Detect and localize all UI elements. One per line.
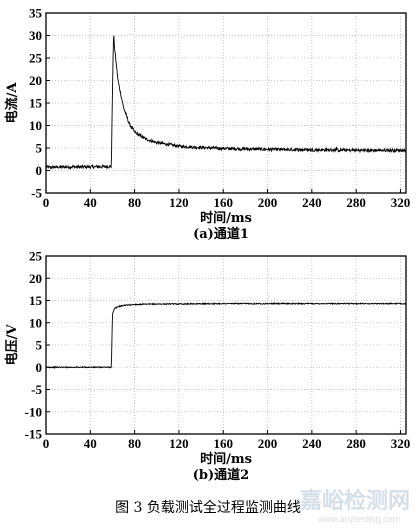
y-tick-label: 10 xyxy=(29,315,42,330)
x-tick-label: 40 xyxy=(84,195,97,210)
y-tick-label: 0 xyxy=(36,360,43,375)
y-tick-label: 15 xyxy=(29,293,43,308)
x-axis-label: 时间/ms xyxy=(200,210,252,226)
x-tick-label: 160 xyxy=(213,195,233,210)
x-tick-label: 320 xyxy=(391,195,411,210)
chart-current: 0 40 80 120 160 200 240 280 320-505101520253035时… xyxy=(4,6,410,243)
x-tick-label: 160 xyxy=(213,436,233,451)
x-tick-label: 200 xyxy=(258,195,278,210)
y-tick-label: -15 xyxy=(25,427,43,442)
y-tick-label: -5 xyxy=(31,382,42,397)
y-tick-label: 25 xyxy=(29,51,43,66)
y-tick-label: 20 xyxy=(29,73,42,88)
subplot-title: (a)通道1 xyxy=(193,226,249,242)
x-tick-label: 80 xyxy=(128,195,141,210)
chart-voltage: 0 40 80 120 160 200 240 280 320 -15 -10 -5 0 5 10 15 20 2… xyxy=(4,249,410,484)
series-line xyxy=(45,35,407,170)
x-tick-label: 0 xyxy=(43,436,50,451)
y-tick-label: 10 xyxy=(29,118,42,133)
x-tick-label: 280 xyxy=(346,195,366,210)
x-tick-label: 320 xyxy=(391,436,411,451)
x-tick-label: 40 xyxy=(84,436,97,451)
y-tick-label: 15 xyxy=(29,96,43,111)
x-tick-label: 80 xyxy=(128,436,141,451)
y-axis-label: 电流/A xyxy=(4,82,20,124)
y-tick-label: -5 xyxy=(31,186,42,201)
x-tick-label: 280 xyxy=(346,436,366,451)
y-tick-label: 5 xyxy=(36,338,43,353)
y-tick-label: 30 xyxy=(29,28,42,43)
x-tick-label: 120 xyxy=(169,195,189,210)
y-tick-label: -10 xyxy=(25,404,42,419)
subplot-title: (b)通道2 xyxy=(193,467,249,483)
y-tick-label: 25 xyxy=(29,249,43,264)
y-tick-label: 0 xyxy=(36,163,43,178)
y-tick-label: 5 xyxy=(36,141,43,156)
watermark-text: 嘉峪检测网 xyxy=(300,488,410,514)
y-axis-label: 电压/V xyxy=(4,324,20,366)
x-tick-label: 120 xyxy=(169,436,189,451)
x-tick-label: 200 xyxy=(258,436,278,451)
watermark-url: www.anytesting.com xyxy=(317,514,400,524)
x-tick-label: 240 xyxy=(302,436,322,451)
figure-caption: 图 3 负载测试全过程监测曲线 xyxy=(115,499,301,516)
series-line xyxy=(45,301,407,369)
y-tick-label: 20 xyxy=(29,271,42,286)
x-axis-label: 时间/ms xyxy=(200,451,252,467)
y-tick-label: 35 xyxy=(29,6,43,21)
x-tick-label: 0 xyxy=(43,195,50,210)
watermark: 嘉峪检测网 www.anytesting.com xyxy=(300,488,410,524)
x-tick-label: 240 xyxy=(302,195,322,210)
